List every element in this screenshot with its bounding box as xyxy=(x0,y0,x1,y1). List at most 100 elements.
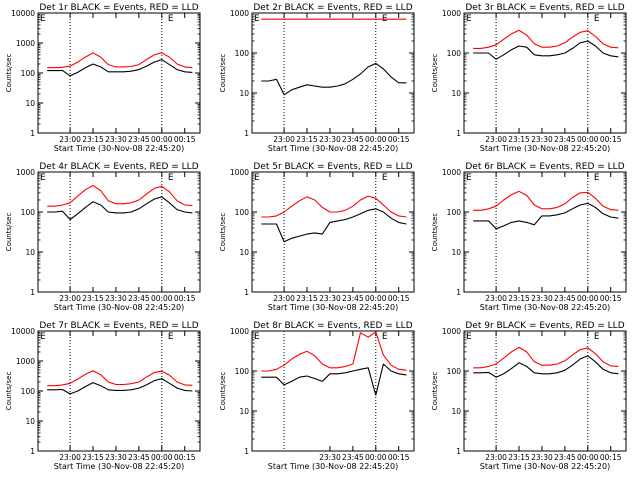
panel-3: Det 3r BLACK = Events, RED = LLD Counts/s… xyxy=(431,3,627,153)
x-tick-label: 23:45 xyxy=(128,294,150,303)
x-axis-label: Start Time (30-Nov-08 22:45:20) xyxy=(268,144,398,153)
corner-marker-right: E xyxy=(594,14,600,24)
panel-title: Det 7r BLACK = Events, RED = LLD xyxy=(39,321,198,331)
x-tick-label: 23:30 xyxy=(319,453,341,462)
x-tick-label: 23:00 xyxy=(485,294,507,303)
x-tick-label: 00:00 xyxy=(577,294,599,303)
lld-series-line xyxy=(47,184,193,207)
x-tick-label: 23:00 xyxy=(485,453,507,462)
x-axis-label: Start Time (30-Nov-08 22:45:20) xyxy=(268,303,398,312)
x-tick-label: 23:15 xyxy=(508,453,530,462)
x-tick-label: 23:15 xyxy=(508,135,530,144)
y-tick-label: 1000 xyxy=(230,327,249,336)
x-tick-label: 00:00 xyxy=(365,135,387,144)
x-tick-label: 00:15 xyxy=(174,294,196,303)
corner-marker-right: E xyxy=(168,173,174,183)
panel-title: Det 5r BLACK = Events, RED = LLD xyxy=(253,162,412,172)
x-tick-label: 23:00 xyxy=(59,135,81,144)
panel-6: Det 6r BLACK = Events, RED = LLD Counts/s… xyxy=(431,162,627,312)
events-series-line xyxy=(47,196,193,221)
x-tick-label: 00:00 xyxy=(577,135,599,144)
x-tick-label: 23:30 xyxy=(531,453,553,462)
panel-7: Det 7r BLACK = Events, RED = LLD Counts/s… xyxy=(5,321,201,471)
x-tick-label: 00:00 xyxy=(365,453,387,462)
plot-frame xyxy=(37,12,201,134)
x-axis-label: Start Time (30-Nov-08 22:45:20) xyxy=(480,144,610,153)
x-tick-label: 00:00 xyxy=(151,294,173,303)
y-tick-label: 10 xyxy=(239,248,249,257)
lld-series-line xyxy=(473,29,619,49)
y-tick-label: 10000 xyxy=(11,9,35,18)
y-axis-label: Counts/sec xyxy=(431,213,439,252)
x-tick-label: 23:45 xyxy=(554,135,576,144)
x-tick-label: 00:15 xyxy=(174,453,196,462)
plot-frame xyxy=(37,171,201,293)
corner-marker-left: E xyxy=(40,173,46,183)
y-tick-label: 10 xyxy=(451,89,461,98)
y-tick-label: 1000 xyxy=(16,357,35,366)
plot-frame xyxy=(251,330,415,452)
x-tick-label: 00:00 xyxy=(151,453,173,462)
y-tick-label: 100 xyxy=(447,367,462,376)
x-tick-label: 23:15 xyxy=(82,135,104,144)
y-tick-label: 1 xyxy=(244,447,249,456)
x-tick-label: 23:30 xyxy=(319,294,341,303)
y-tick-label: 1000 xyxy=(230,9,249,18)
x-tick-label: 23:30 xyxy=(105,135,127,144)
lld-series-line xyxy=(47,52,193,69)
y-tick-label: 100 xyxy=(21,69,36,78)
x-tick-label: 00:15 xyxy=(388,294,410,303)
plot-frame xyxy=(251,171,415,293)
y-axis-label: Counts/sec xyxy=(5,54,13,93)
plot-frame xyxy=(463,330,627,452)
plot-frame xyxy=(251,12,415,134)
lld-series-line xyxy=(47,370,193,387)
events-series-line xyxy=(47,378,193,395)
x-tick-label: 23:00 xyxy=(273,294,295,303)
y-tick-label: 1000 xyxy=(230,168,249,177)
x-tick-label: 23:45 xyxy=(554,294,576,303)
x-axis-label: Start Time (30-Nov-08 22:45:20) xyxy=(268,462,398,471)
panel-8: Det 8r BLACK = Events, RED = LLD Counts/s… xyxy=(219,321,415,471)
corner-marker-right: E xyxy=(168,14,174,24)
y-tick-label: 10 xyxy=(239,407,249,416)
events-series-line xyxy=(473,202,619,230)
panel-title: Det 3r BLACK = Events, RED = LLD xyxy=(465,3,624,13)
x-tick-label: 00:15 xyxy=(174,135,196,144)
panel-title: Det 4r BLACK = Events, RED = LLD xyxy=(39,162,198,172)
x-tick-label: 00:00 xyxy=(151,135,173,144)
y-tick-label: 1 xyxy=(456,447,461,456)
panel-1: Det 1r BLACK = Events, RED = LLD Counts/s… xyxy=(5,3,201,153)
x-tick-label: 23:30 xyxy=(531,294,553,303)
y-tick-label: 10 xyxy=(451,248,461,257)
y-tick-label: 100 xyxy=(447,49,462,58)
y-tick-label: 1000 xyxy=(442,327,461,336)
x-tick-label: 00:00 xyxy=(577,453,599,462)
y-tick-label: 10 xyxy=(451,407,461,416)
y-axis-label: Counts/sec xyxy=(431,54,439,93)
x-tick-label: 00:15 xyxy=(388,135,410,144)
corner-marker-left: E xyxy=(254,332,260,342)
y-tick-label: 100 xyxy=(21,208,36,217)
x-axis-label: Start Time (30-Nov-08 22:45:20) xyxy=(480,303,610,312)
y-tick-label: 1000 xyxy=(16,168,35,177)
panel-title: Det 6r BLACK = Events, RED = LLD xyxy=(465,162,624,172)
x-tick-label: 23:15 xyxy=(82,453,104,462)
events-series-line xyxy=(47,59,193,77)
x-axis-label: Start Time (30-Nov-08 22:45:20) xyxy=(54,144,184,153)
x-tick-label: 23:45 xyxy=(128,135,150,144)
corner-marker-left: E xyxy=(466,332,472,342)
plot-frame xyxy=(37,330,201,452)
panel-title: Det 9r BLACK = Events, RED = LLD xyxy=(465,321,624,331)
x-tick-label: 00:15 xyxy=(600,135,622,144)
y-axis-label: Counts/sec xyxy=(219,213,227,252)
x-tick-label: 00:15 xyxy=(600,294,622,303)
x-tick-label: 23:45 xyxy=(128,453,150,462)
events-series-line xyxy=(261,363,407,396)
panel-title: Det 8r BLACK = Events, RED = LLD xyxy=(253,321,412,331)
y-tick-label: 1000 xyxy=(16,39,35,48)
x-tick-label: 23:30 xyxy=(105,453,127,462)
x-tick-label: 23:00 xyxy=(273,135,295,144)
x-tick-label: 23:15 xyxy=(82,294,104,303)
